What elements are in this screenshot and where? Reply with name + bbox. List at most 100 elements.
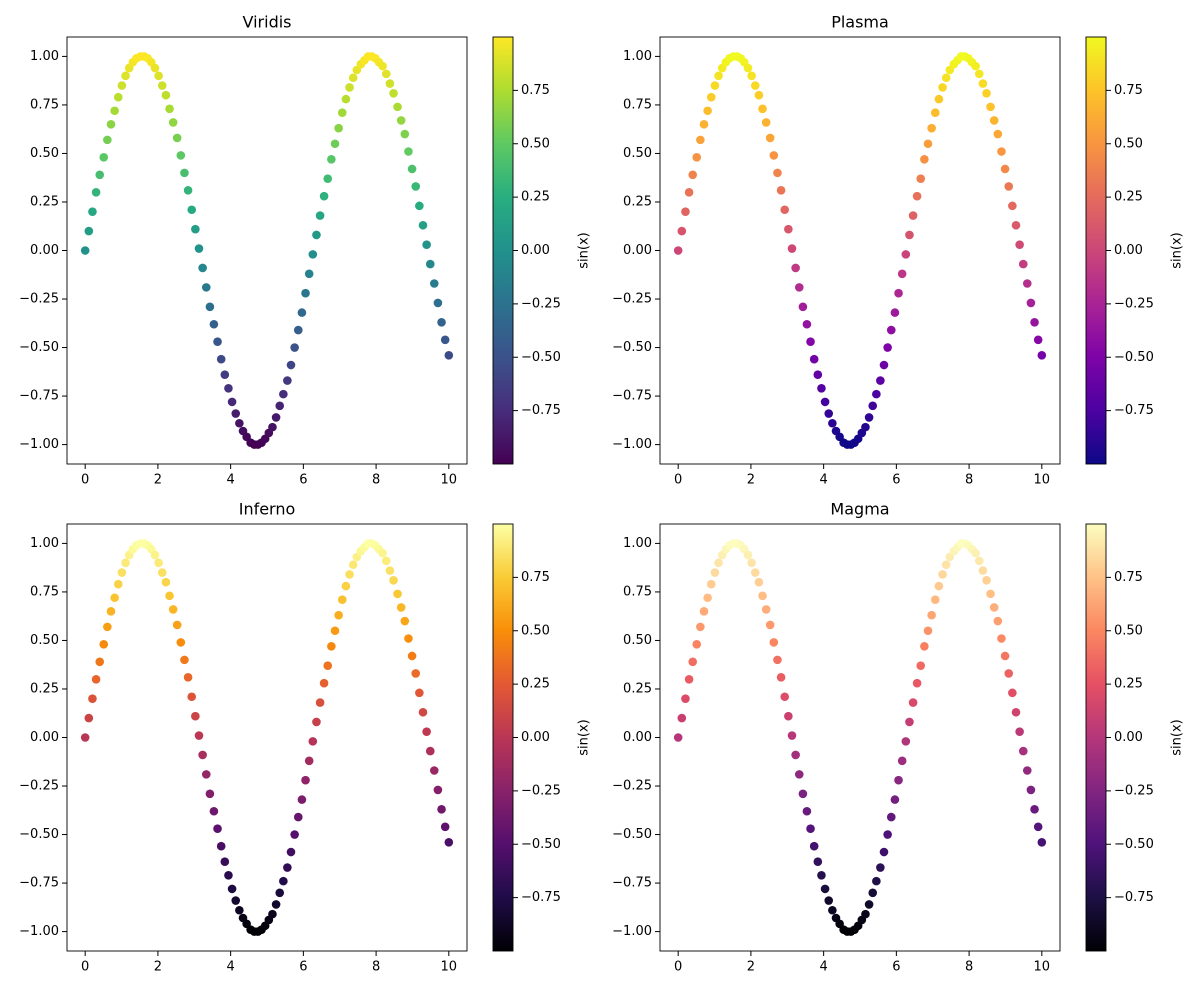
x-tick-label: 6 [299, 473, 307, 488]
scatter-point [91, 187, 101, 197]
colorbar-label: sin(x) [1170, 232, 1185, 268]
scatter-point [194, 244, 204, 253]
y-tick-label: 0.25 [30, 681, 59, 696]
scatter-point [798, 302, 808, 312]
scatter-point [920, 154, 929, 164]
scatter-point [411, 182, 421, 191]
scatter-point [1026, 298, 1036, 308]
scatter-point [986, 102, 995, 112]
scatter-point [710, 81, 720, 90]
scatter-point [861, 422, 870, 432]
scatter-point [765, 133, 775, 143]
scatter-point [301, 775, 310, 785]
colorbar-tick-label: 0.00 [521, 243, 550, 258]
x-tick-label: 0 [81, 960, 89, 975]
scatter-point [971, 61, 980, 71]
scatter-point [400, 129, 410, 139]
scatter-point [776, 186, 786, 195]
y-tick-label: −1.00 [612, 924, 652, 939]
x-tick-label: 8 [965, 960, 973, 975]
x-tick-label: 2 [154, 960, 162, 975]
scatter-point [113, 92, 123, 102]
chart-title: Viridis [243, 13, 292, 32]
scatter-point [168, 605, 178, 614]
scatter-point [743, 63, 753, 73]
scatter-point [415, 688, 424, 698]
scatter-point [1037, 838, 1047, 847]
colorbar-tick-label: 0.25 [521, 677, 550, 692]
scatter-point [780, 205, 790, 215]
colorbar-tick-label: 0.25 [521, 190, 550, 205]
scatter-point [920, 641, 929, 651]
scatter-point [828, 905, 837, 915]
y-tick-label: 0.75 [623, 97, 652, 112]
scatter-point [993, 616, 1003, 626]
scatter-point [861, 909, 870, 919]
scatter-point [389, 88, 398, 98]
scatter-point [894, 288, 903, 298]
y-tick-label: −0.50 [612, 340, 652, 355]
colorbar-tick-label: 0.75 [1114, 570, 1143, 585]
colorbar [1085, 523, 1107, 952]
scatter-point [161, 90, 171, 100]
scatter-point [692, 153, 702, 162]
scatter-point [791, 263, 800, 273]
scatter-point [908, 698, 918, 707]
scatter-point [901, 250, 911, 259]
scatter-point [927, 610, 936, 620]
colorbar-tick-label: 0.75 [1114, 83, 1143, 98]
scatter-point [703, 106, 712, 116]
scatter-point [974, 556, 984, 566]
scatter-point [161, 577, 171, 587]
scatter-point [809, 354, 819, 364]
scatter-point [84, 226, 94, 236]
colorbar-label: sin(x) [1170, 719, 1185, 755]
scatter-point [341, 581, 351, 591]
scatter-point [758, 104, 767, 114]
scatter-point [433, 298, 443, 308]
colorbar [492, 36, 514, 465]
scatter-point [1018, 746, 1028, 756]
scatter-point [1004, 182, 1014, 191]
scatter-point [440, 335, 450, 345]
scatter-point [103, 622, 112, 632]
scatter-point [743, 550, 753, 560]
scatter-point [982, 88, 991, 98]
scatter-point [1018, 259, 1028, 269]
colorbar-tick-label: −0.75 [1114, 890, 1154, 905]
scatter-point [308, 250, 318, 259]
scatter-point [696, 135, 705, 145]
scatter-point [411, 669, 421, 678]
scatter-point [293, 325, 303, 335]
colorbar-tick-label: −0.75 [1114, 403, 1154, 418]
scatter-point [828, 418, 837, 428]
scatter-point [703, 593, 712, 603]
scatter-point [290, 830, 299, 839]
scatter-point [1015, 727, 1024, 736]
colorbar-tick-label: 0.50 [1114, 136, 1143, 151]
scatter-point [1022, 279, 1032, 288]
x-tick-label: 6 [299, 960, 307, 975]
scatter-point [1000, 651, 1010, 661]
scatter-point [879, 360, 889, 370]
scatter-point [345, 83, 354, 92]
y-tick-label: −0.50 [19, 340, 59, 355]
scatter-point [117, 81, 127, 90]
scatter-point [820, 397, 830, 407]
y-tick-label: −1.00 [19, 437, 59, 452]
scatter-point [1037, 351, 1047, 360]
colorbar [1085, 36, 1107, 465]
y-tick-label: 0.00 [30, 730, 59, 745]
scatter-point [677, 713, 687, 723]
scatter-point [941, 73, 951, 83]
colorbar-tick-label: 0.50 [521, 136, 550, 151]
x-tick-label: 0 [81, 473, 89, 488]
scatter-point [912, 191, 922, 201]
scatter-point [794, 770, 804, 779]
x-tick-label: 10 [1034, 960, 1051, 975]
scatter-point [791, 750, 800, 760]
colorbar-tick-label: 0.00 [521, 730, 550, 745]
x-tick-label: 10 [441, 960, 458, 975]
scatter-point [673, 246, 683, 255]
scatter-point [425, 746, 435, 756]
